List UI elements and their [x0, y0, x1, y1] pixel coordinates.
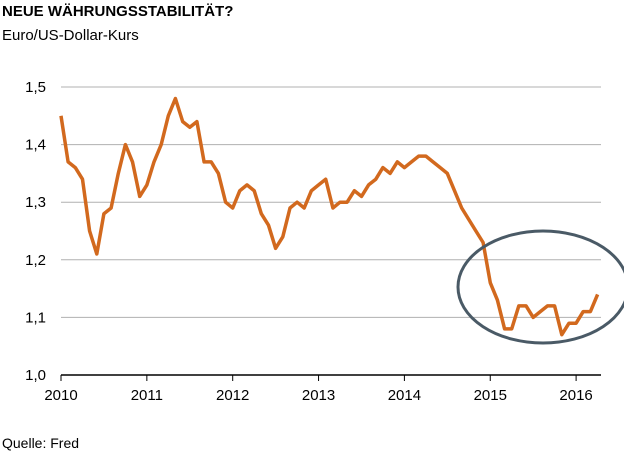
x-tick-label: 2016: [559, 387, 592, 404]
x-tick-label: 2010: [44, 387, 77, 404]
plot: [59, 96, 600, 337]
x-tick-label: 2014: [388, 387, 421, 404]
x-tick-label: 2013: [302, 387, 335, 404]
x-tick-label: 2012: [216, 387, 249, 404]
y-tick-label: 1,5: [25, 79, 46, 96]
grid: 1,0 1,1 1,2 1,3 1,4 1,5 2010 2011 2012 2013 2014 20…: [25, 79, 601, 404]
y-tick-label: 1,4: [25, 137, 46, 154]
y-tick-label: 1,0: [25, 367, 46, 384]
y-tick-label: 1,3: [25, 194, 46, 211]
source-note: Quelle: Fred: [2, 435, 79, 451]
y-tick-label: 1,1: [25, 309, 46, 326]
y-tick-label: 1,2: [25, 252, 46, 269]
chart-title: NEUE WÄHRUNGSSTABILITÄT?: [2, 3, 233, 20]
chart-subtitle: Euro/US-Dollar-Kurs: [2, 27, 139, 44]
price-line: [59, 96, 600, 337]
highlight-ellipse: [456, 229, 624, 345]
x-tick-label: 2011: [131, 387, 163, 404]
x-tick-label: 2015: [474, 387, 507, 404]
